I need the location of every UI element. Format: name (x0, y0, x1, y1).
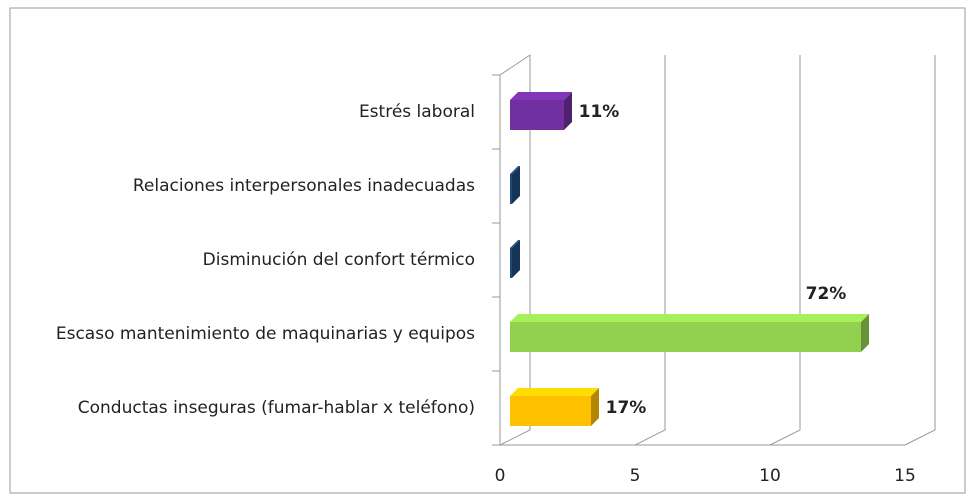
bar-side (512, 240, 520, 278)
x-tick-label: 10 (759, 466, 781, 486)
bar-top (510, 240, 520, 248)
value-label: 17% (606, 398, 647, 418)
grid-line (904, 55, 936, 446)
bar-side (512, 166, 520, 204)
bar-front (510, 248, 512, 278)
bar (510, 92, 572, 130)
bar (510, 388, 599, 426)
grid-line (769, 55, 801, 446)
y-tick-label: Relaciones interpersonales inadecuadas (25, 174, 475, 198)
bar-front (510, 174, 512, 204)
x-tick-label: 0 (495, 466, 506, 486)
bar-top (510, 166, 520, 174)
value-label: 11% (579, 102, 620, 122)
category-text: Estrés laboral (358, 102, 475, 122)
bar-front (510, 396, 591, 426)
bar-front (510, 322, 861, 352)
bar-top (510, 92, 572, 100)
category-text: Relaciones interpersonales inadecuadas (132, 176, 475, 196)
bar-top (510, 314, 869, 322)
y-tick-label: Estrés laboral (25, 100, 475, 124)
category-text: Escaso mantenimiento de maquinarias y eq… (55, 324, 475, 344)
bar-top (510, 388, 599, 396)
grid-line (499, 55, 531, 446)
y-tick-label: Disminución del confort térmico (25, 248, 475, 272)
bar (510, 166, 520, 204)
bar (510, 314, 869, 352)
y-tick-label: Escaso mantenimiento de maquinarias y eq… (25, 322, 475, 346)
bar-side (591, 388, 599, 426)
bar-side (861, 314, 869, 352)
category-text: Conductas inseguras (fumar-hablar x telé… (77, 398, 475, 418)
bar-front (510, 100, 564, 130)
y-tick-label: Conductas inseguras (fumar-hablar x telé… (25, 396, 475, 420)
frame (9, 7, 966, 494)
bar (510, 240, 520, 278)
category-text: Disminución del confort térmico (202, 250, 475, 270)
x-tick-label: 15 (894, 466, 916, 486)
grid-line (634, 55, 666, 446)
value-label: 72% (806, 284, 847, 304)
x-tick-label: 5 (630, 466, 641, 486)
bar-side (564, 92, 572, 130)
